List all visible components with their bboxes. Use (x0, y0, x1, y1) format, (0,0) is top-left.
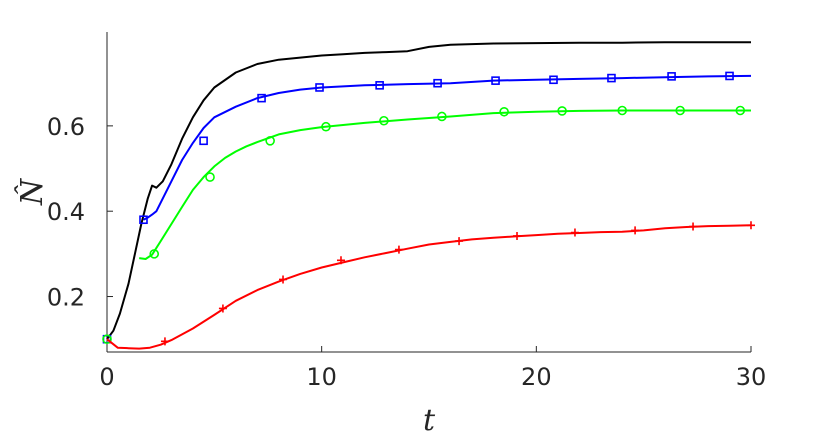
data-point (513, 231, 522, 240)
data-point (375, 81, 384, 90)
data-point (549, 75, 558, 85)
data-point (149, 249, 160, 259)
data-point (725, 71, 734, 81)
data-point (199, 136, 208, 146)
data-point (279, 275, 288, 284)
series-line (106, 41, 751, 340)
data-point (102, 334, 112, 345)
data-point (675, 105, 685, 116)
data-point (379, 115, 389, 126)
series-layer (102, 41, 755, 350)
data-point (491, 76, 500, 85)
data-point (139, 215, 148, 225)
data-point (160, 337, 169, 346)
data-point (394, 245, 403, 254)
x-tick-label: 10 (306, 363, 337, 391)
series-1 (106, 41, 751, 340)
data-point (437, 111, 447, 122)
x-tick-label: 30 (736, 363, 767, 391)
axes: 0 10 20 30 0.2 0.4 0.6 (47, 32, 766, 391)
x-tick-label: 20 (521, 363, 552, 391)
x-axis-label: t (423, 403, 436, 438)
data-point (689, 222, 698, 231)
series-line (143, 74, 752, 221)
data-point (433, 78, 442, 88)
data-point (321, 121, 331, 132)
data-point (747, 221, 755, 230)
data-point (257, 93, 266, 103)
data-point (455, 237, 464, 246)
series-2 (102, 71, 752, 344)
data-point (218, 304, 227, 313)
y-tick-label: 0.6 (47, 113, 85, 141)
data-point (667, 72, 676, 81)
y-tick-label: 0.2 (47, 284, 85, 312)
series-3 (102, 105, 751, 345)
data-point (336, 256, 345, 265)
data-point (570, 228, 579, 237)
data-point (631, 226, 640, 235)
series-4 (106, 221, 755, 350)
data-point (557, 106, 567, 116)
y-tick-label: 0.4 (47, 198, 85, 226)
data-point (315, 83, 324, 92)
data-point (205, 172, 215, 182)
series-line (139, 109, 751, 260)
y-axis-label: N̂ (15, 177, 50, 206)
series-line (106, 224, 752, 350)
x-tick-label: 0 (99, 363, 114, 391)
data-point (617, 105, 628, 116)
data-point (607, 73, 616, 83)
data-point (499, 106, 509, 117)
data-point (265, 136, 275, 146)
data-point (735, 105, 746, 116)
